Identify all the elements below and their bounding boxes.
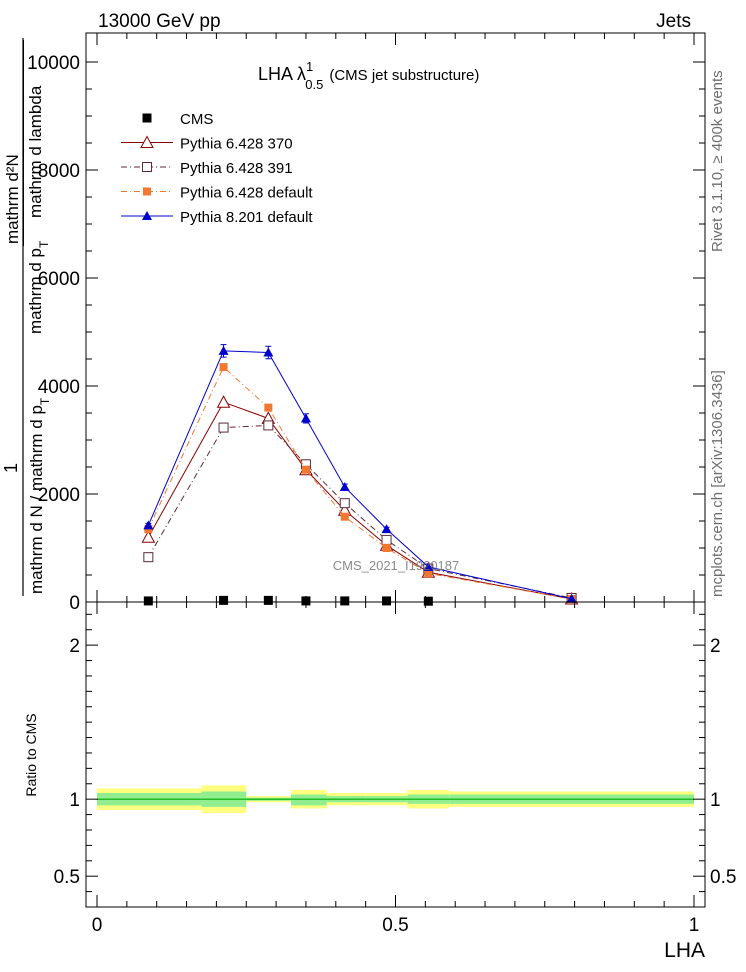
ratio-frame (85, 601, 706, 908)
point-cms (143, 596, 153, 606)
title-main: LHA λ (258, 64, 306, 84)
point-p6def (264, 403, 273, 412)
chart-title: LHA λ1 0.5 (CMS jet substructure) (258, 59, 479, 92)
y-tick-label: 0 (69, 593, 80, 614)
series-p8def (143, 344, 577, 603)
point-p391 (339, 498, 350, 509)
legend-marker (142, 162, 152, 172)
point-p391 (263, 420, 274, 431)
ratio-y-tick-label-right: 2 (710, 636, 721, 657)
main-frame (85, 32, 706, 603)
ratio-band-inner (291, 794, 327, 806)
series-cms (143, 595, 433, 606)
point-cms (263, 595, 273, 605)
point-p8def (300, 413, 311, 423)
point-p8def (339, 481, 350, 491)
ratio-y-tick-label-right: 0.5 (710, 867, 736, 888)
legend-item-p391: Pythia 6.428 391 (121, 160, 293, 177)
point-p391 (143, 552, 154, 563)
point-cms (219, 595, 229, 605)
point-p391 (218, 422, 229, 433)
legend-marker (142, 113, 152, 123)
point-cms (340, 596, 350, 606)
ratio-y-tick-label: 2 (69, 636, 80, 657)
header-right: Jets (656, 11, 691, 32)
ratio-y-tick-label-right: 1 (710, 790, 721, 811)
legend-label: Pythia 6.428 370 (180, 136, 293, 153)
header-left: 13000 GeV pp (98, 11, 221, 32)
legend-marker (143, 187, 151, 196)
point-p6def (219, 363, 228, 372)
ylabel-num: 1 (1, 463, 21, 473)
title-rest: (CMS jet substructure) (329, 67, 479, 84)
point-p8def (566, 593, 577, 603)
ylabel-top-den2: mathrm d lambda (26, 85, 45, 218)
point-p8def (143, 520, 154, 530)
legend-marker (140, 135, 154, 148)
y-tick-label: 2000 (38, 485, 80, 506)
y-axis-label: 1 mathrm d N / mathrm d pT mathrm d²N ma… (1, 38, 52, 596)
ratio-y-tick-label: 1 (69, 790, 80, 811)
ylabel-top-den: mathrm d pT (26, 240, 51, 334)
rivet-label: Rivet 3.1.10, ≥ 400k events (709, 70, 726, 252)
point-cms (301, 596, 311, 606)
y-tick-label: 10000 (27, 53, 80, 74)
point-p6def (424, 569, 433, 578)
y-tick-label: 4000 (38, 377, 80, 398)
legend-marker (142, 211, 152, 220)
point-cms (382, 596, 392, 606)
point-p6def (340, 512, 349, 521)
point-p6def (382, 544, 391, 552)
legend-item-p370: Pythia 6.428 370 (121, 135, 293, 153)
y-tick-label: 6000 (38, 269, 80, 290)
point-p8def (263, 347, 274, 357)
point-p370 (141, 530, 156, 543)
ratio-y-tick-label: 0.5 (54, 867, 80, 888)
x-tick-label: 1 (689, 915, 700, 936)
legend-item-p6def: Pythia 6.428 default (121, 185, 313, 202)
point-cms (423, 596, 433, 606)
ratio-panel: 0.5 0.5 1 1 2 2 0 0.5 1 Ratio to CMS LHA (23, 601, 736, 962)
ylabel-den: mathrm d N / mathrm d pT (27, 397, 52, 594)
ylabel-top-num: mathrm d²N (3, 154, 22, 244)
series-p391 (143, 420, 577, 603)
point-p391 (381, 534, 392, 545)
ratio-ylabel: Ratio to CMS (23, 713, 39, 796)
series-line-p370 (147, 401, 572, 600)
series-line-p391 (147, 424, 572, 599)
watermark: CMS_2021_I1920187 (333, 558, 460, 573)
series-line-p6def (147, 366, 572, 600)
legend-label: Pythia 6.428 391 (180, 160, 293, 177)
x-tick-label: 0.5 (382, 915, 408, 936)
title-sub: 0.5 (305, 77, 323, 92)
x-tick-label: 0 (92, 915, 103, 936)
legend-label: Pythia 6.428 default (180, 185, 313, 202)
mcplots-label: mcplots.cern.ch [arXiv:1306.3436] (709, 370, 726, 597)
point-p6def (301, 465, 310, 474)
series-line-p8def (147, 350, 572, 600)
y-tick-label: 8000 (38, 161, 80, 182)
legend-item-cms: CMS (142, 111, 213, 128)
x-axis-label: LHA (664, 939, 705, 962)
point-p8def (423, 561, 434, 571)
legend: CMS Pythia 6.428 370 Pythia 6.428 391 Pythi… (121, 111, 313, 226)
legend-item-p8def: Pythia 8.201 default (121, 209, 313, 226)
point-p8def (218, 345, 229, 355)
title-sup: 1 (306, 59, 313, 74)
point-p8def (381, 524, 392, 534)
legend-label: CMS (180, 111, 213, 128)
point-p370 (216, 395, 231, 408)
legend-label: Pythia 8.201 default (180, 209, 313, 226)
